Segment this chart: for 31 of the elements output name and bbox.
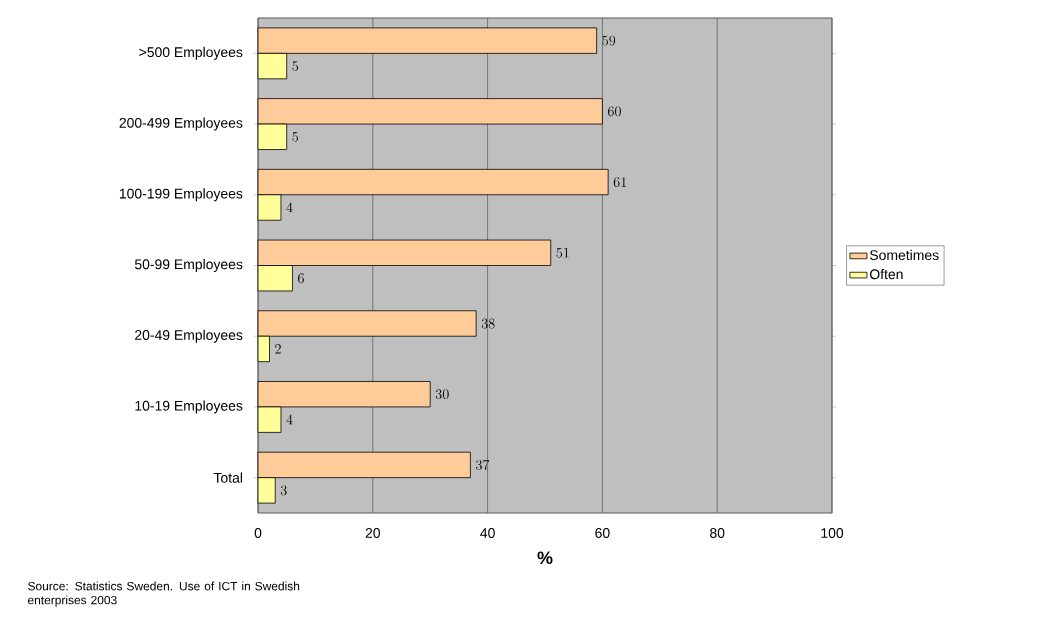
x-axis-title: %: [537, 551, 553, 565]
data-label: 5: [292, 61, 299, 72]
data-label: 5: [292, 131, 299, 142]
data-label: 37: [476, 459, 490, 470]
x-tick-label: 0: [254, 528, 262, 538]
data-label: 59: [602, 35, 616, 46]
data-label: 6: [298, 273, 304, 284]
legend-label: Often: [870, 269, 903, 280]
y-tick-label: >500 Employees: [139, 46, 243, 60]
x-tick-label: 80: [710, 528, 725, 538]
data-label: 30: [435, 389, 449, 400]
y-tick-label: 20-49 Employees: [135, 329, 243, 343]
data-label: 61: [613, 177, 627, 187]
data-label: 4: [286, 202, 293, 213]
data-label: 51: [556, 247, 569, 258]
data-label: 60: [608, 106, 621, 117]
legend-label: Sometimes: [869, 249, 939, 261]
x-tick-label: 40: [480, 528, 495, 538]
data-label: 38: [481, 318, 495, 329]
y-tick-label: 10-19 Employees: [135, 400, 243, 414]
y-tick-label: 100-199 Employees: [119, 188, 243, 202]
x-tick-label: 20: [365, 528, 381, 538]
y-tick-label: 50-99 Employees: [134, 259, 243, 272]
data-label: 3: [280, 485, 287, 496]
x-tick-label: 60: [595, 528, 610, 538]
y-tick-label: 200-499 Employees: [119, 117, 243, 131]
x-tick-label: 100: [821, 528, 844, 538]
source-note: Source: Statistics Sweden. Use of ICT in Swedish enterprises 2003: [28, 581, 300, 607]
data-label: 4: [286, 414, 293, 425]
y-tick-label: Total: [213, 472, 243, 483]
data-label: 2: [275, 344, 281, 354]
